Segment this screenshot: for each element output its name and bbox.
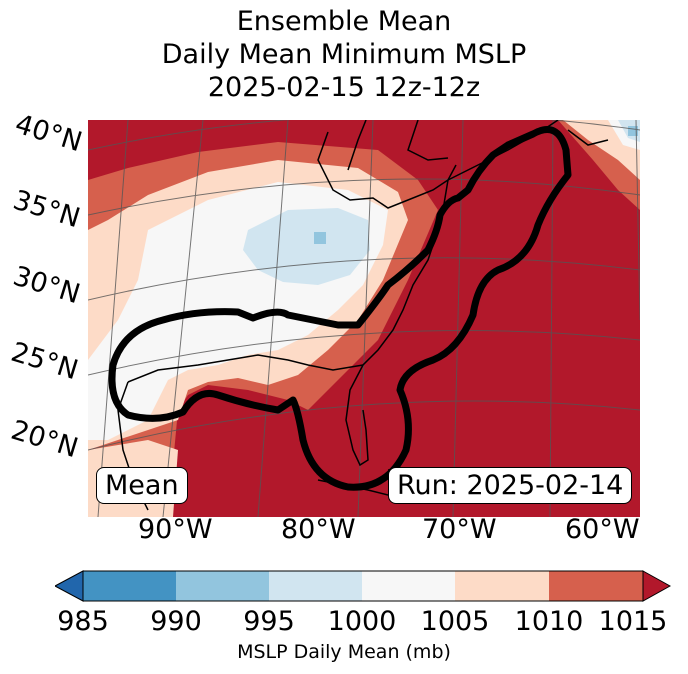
colorbar-under-arrow: [55, 570, 84, 602]
lon-label-80w: 80°W: [281, 514, 356, 545]
colorbar-segment-1010-1015: [549, 571, 643, 601]
lat-label-25n: 25°N: [7, 336, 82, 387]
pressure-field-985-990: [628, 126, 638, 136]
colorbar-tick-1015: 1015: [598, 606, 668, 637]
colorbar-segment-995-1000: [269, 571, 362, 601]
colorbar-over-arrow: [642, 570, 671, 602]
colorbar-tick-1010: 1010: [514, 606, 584, 637]
lon-label-60w: 60°W: [565, 514, 640, 545]
colorbar-tick-1005: 1005: [420, 606, 490, 637]
pressure-field-990-995: [314, 232, 326, 244]
colorbar-segment-990-995: [176, 571, 269, 601]
title-line-1: Ensemble Mean: [236, 6, 452, 37]
title-line-3: 2025-02-15 12z-12z: [207, 72, 481, 103]
lat-label-20n: 20°N: [7, 414, 82, 465]
colorbar-segment-985-990: [83, 571, 176, 601]
title-line-2: Daily Mean Minimum MSLP: [161, 39, 527, 70]
map-panel: [88, 120, 640, 517]
colorbar-tick-1000: 1000: [327, 606, 397, 637]
lat-label-30n: 30°N: [9, 260, 84, 311]
colorbar: [55, 570, 671, 602]
ensemble-contour: [108, 126, 572, 491]
colorbar-tick-995: 995: [243, 606, 295, 637]
lat-label-40n: 40°N: [11, 108, 86, 159]
lon-label-70w: 70°W: [422, 514, 497, 545]
lat-label-35n: 35°N: [9, 184, 84, 235]
colorbar-tick-985: 985: [57, 606, 109, 637]
mean-label-box: Mean: [96, 467, 188, 504]
colorbar-segment-1005-1010: [455, 571, 549, 601]
colorbar-tick-990: 990: [150, 606, 202, 637]
lon-label-90w: 90°W: [138, 514, 213, 545]
run-date-box: Run: 2025-02-14: [388, 467, 633, 504]
colorbar-label: MSLP Daily Mean (mb): [237, 641, 451, 663]
mslp-map: [88, 120, 640, 517]
pressure-field-995-1000: [243, 208, 370, 285]
colorbar-segment-1000-1005: [362, 571, 455, 601]
